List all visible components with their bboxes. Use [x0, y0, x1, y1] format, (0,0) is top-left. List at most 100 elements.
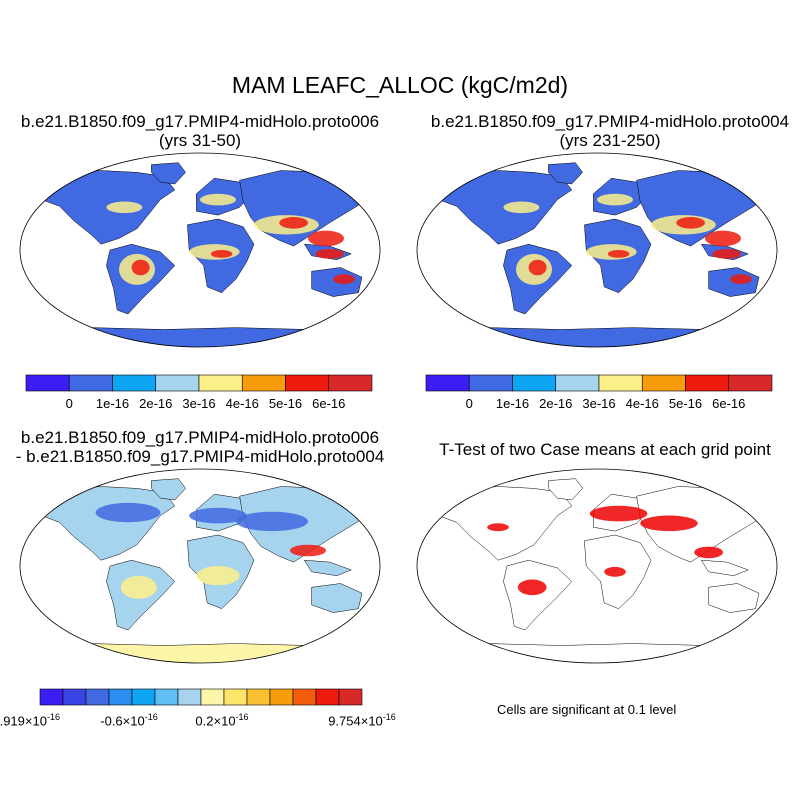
colorbar-swatch [112, 374, 157, 392]
panel-case2-title-line2: (yrs 231-250) [559, 131, 661, 150]
value-patch [676, 217, 705, 229]
colorbar-tick-label: 4e-16 [225, 396, 259, 411]
colorbar-swatch [512, 374, 557, 392]
continent-southeast-asia [303, 559, 352, 576]
colorbar-diff-label-neg: -0.6×10-16 [100, 712, 158, 729]
panel-ttest-title: T-Test of two Case means at each grid po… [439, 440, 771, 459]
colorbar-swatch [200, 688, 225, 706]
map-ttest-border [416, 468, 778, 664]
colorbar-tick-label: 2e-16 [139, 396, 173, 411]
map-case1-border [19, 152, 381, 348]
colorbar-swatch [68, 374, 113, 392]
colorbar-tick-label: 3e-16 [182, 396, 216, 411]
continent-north-america [421, 170, 573, 245]
panel-case1-title: b.e21.B1850.f09_g17.PMIP4-midHolo.proto0… [0, 112, 400, 150]
colorbar-swatch [246, 688, 271, 706]
value-patch [694, 546, 723, 559]
colorbar-swatch [728, 374, 773, 392]
value-patch [503, 201, 540, 214]
colorbar-diff-label-min: -5.919×10-16 [0, 712, 60, 729]
panel-case1-title-line1: b.e21.B1850.f09_g17.PMIP4-midHolo.proto0… [20, 112, 380, 131]
continent-antarctica [417, 643, 777, 663]
value-patch [607, 250, 630, 258]
colorbar-tick-label: 1e-16 [495, 396, 530, 411]
map-ttest [416, 468, 778, 664]
value-patch [210, 250, 233, 258]
continent-australia [311, 583, 363, 613]
colorbar-swatch [62, 688, 87, 706]
colorbar-swatch [338, 688, 363, 706]
colorbar-swatch [108, 688, 133, 706]
value-patch [597, 193, 633, 206]
colorbar-case2 [425, 374, 773, 392]
panel-diff-title-line2: - b.e21.B1850.f09_g17.PMIP4-midHolo.prot… [15, 447, 385, 466]
colorbar-tick-label: 1e-16 [95, 396, 130, 411]
continent-antarctica [20, 327, 380, 347]
colorbar-tick-label: 6e-16 [712, 396, 746, 411]
value-patch [640, 515, 698, 532]
colorbar-swatch [685, 374, 730, 392]
map-case2-land [417, 162, 777, 347]
value-patch [200, 193, 236, 206]
colorbar-diff-label-max: 9.754×10-16 [328, 712, 396, 729]
ttest-significance-note: Cells are significant at 0.1 level [497, 702, 677, 717]
colorbar-diff [39, 688, 363, 706]
value-patch [236, 511, 308, 532]
colorbar-tick-label: 0 [65, 396, 73, 411]
colorbar-swatch [425, 374, 470, 392]
colorbar-swatch [641, 374, 686, 392]
colorbar-case1 [25, 374, 373, 392]
map-diff-border [19, 468, 381, 664]
continent-south-america [503, 559, 573, 631]
continent-greenland [151, 162, 186, 185]
continent-antarctica [417, 327, 777, 347]
value-patch [315, 249, 344, 259]
colorbar-swatch [25, 374, 70, 392]
colorbar-swatch [131, 688, 156, 706]
continent-greenland [548, 478, 583, 501]
colorbar-swatch [39, 688, 64, 706]
value-patch [589, 505, 648, 522]
value-patch [712, 249, 741, 259]
value-patch [196, 566, 240, 586]
continent-north-america [24, 170, 176, 245]
value-patch [604, 566, 626, 577]
continent-greenland [151, 478, 186, 501]
value-patch [705, 230, 741, 247]
value-patch [120, 575, 157, 599]
colorbar-tick-label: 4e-16 [625, 396, 659, 411]
map-case2 [416, 152, 778, 348]
colorbar-swatch [292, 688, 317, 706]
continent-greenland [548, 162, 583, 185]
value-patch [106, 201, 143, 214]
colorbar-swatch [598, 374, 643, 392]
panel-case1-title-line2: (yrs 31-50) [158, 131, 242, 150]
value-patch [189, 507, 247, 524]
value-patch [528, 259, 547, 276]
map-diff [19, 468, 381, 664]
colorbar-swatch [555, 374, 600, 392]
colorbar-diff-label-pos: 0.2×10-16 [195, 712, 249, 729]
value-patch [279, 217, 308, 229]
colorbar-swatch [468, 374, 513, 392]
continent-southeast-asia [700, 559, 749, 576]
value-patch [730, 274, 752, 284]
map-case1 [19, 152, 381, 348]
value-patch [333, 274, 355, 284]
colorbar-swatch [315, 688, 340, 706]
value-patch [517, 579, 547, 596]
colorbar-swatch [198, 374, 243, 392]
colorbar-swatch [223, 688, 248, 706]
colorbar-tick-label: 2e-16 [539, 396, 573, 411]
colorbar-swatch [285, 374, 330, 392]
figure-title: MAM LEAFC_ALLOC (kgC/m2d) [231, 72, 569, 98]
colorbar-swatch [85, 688, 110, 706]
value-patch [131, 259, 150, 276]
colorbar-tick-label: 3e-16 [582, 396, 616, 411]
value-patch [308, 230, 344, 247]
colorbar-swatch [154, 688, 179, 706]
continent-antarctica [20, 643, 380, 663]
panel-diff-title: b.e21.B1850.f09_g17.PMIP4-midHolo.proto0… [0, 428, 400, 466]
colorbar-tick-label: 5e-16 [668, 396, 703, 411]
